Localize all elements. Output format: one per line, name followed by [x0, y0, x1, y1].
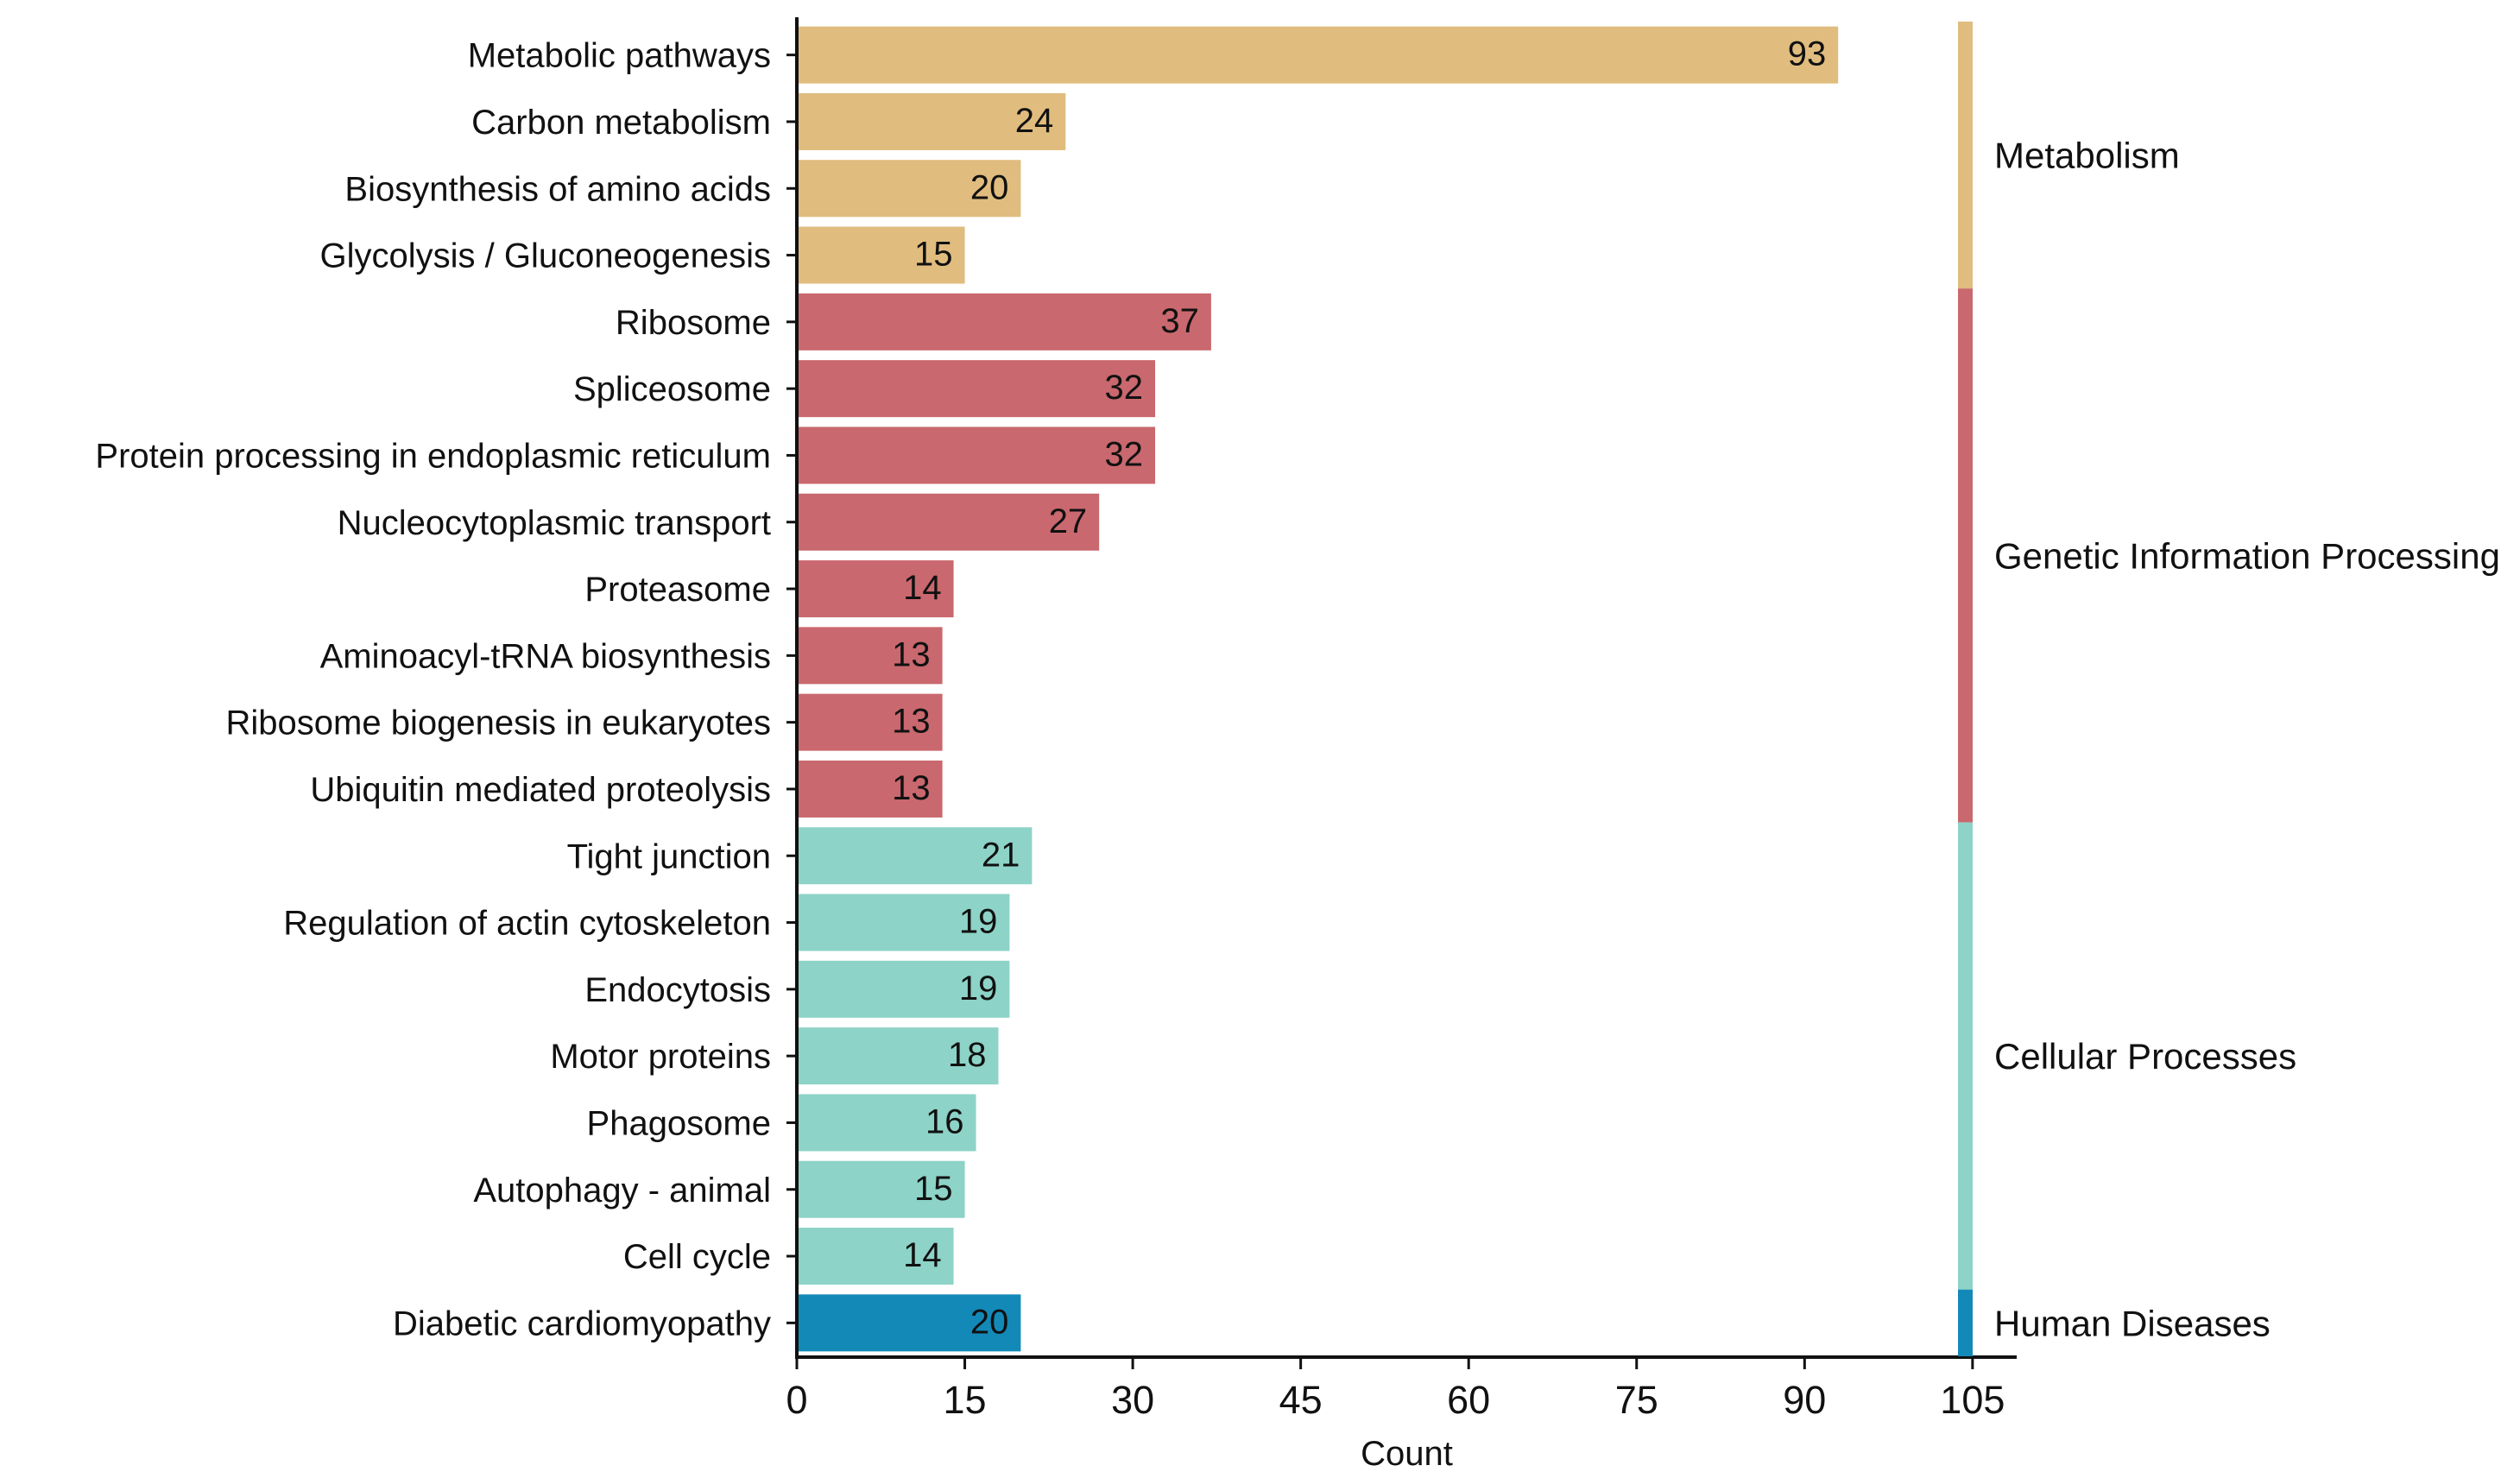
value-label-motor-proteins: 18 — [948, 1036, 987, 1074]
value-label-nucleocytoplasmic-transport: 27 — [1049, 502, 1088, 540]
bar-carbon-metabolism — [797, 92, 1066, 150]
category-label-protein-processing-in-endoplasmic-reticulum: Protein processing in endoplasmic reticu… — [95, 437, 771, 475]
x-tick-label-45: 45 — [1279, 1378, 1323, 1422]
bars-layer — [797, 26, 1839, 1352]
x-tick-label-90: 90 — [1783, 1378, 1826, 1422]
value-label-regulation-of-actin-cytoskeleton: 19 — [959, 903, 998, 941]
bar-motor-proteins — [797, 1027, 999, 1085]
bar-spliceosome — [797, 360, 1156, 418]
category-label-cell-cycle: Cell cycle — [623, 1238, 771, 1276]
value-label-autophagy-animal: 15 — [914, 1170, 953, 1208]
x-axis-title: Count — [1361, 1435, 1453, 1473]
category-label-motor-proteins: Motor proteins — [550, 1038, 771, 1076]
x-tick-label-15: 15 — [944, 1378, 987, 1422]
group-strip-cellular-processes — [1958, 822, 1973, 1290]
category-label-ubiquitin-mediated-proteolysis: Ubiquitin mediated proteolysis — [310, 771, 771, 809]
category-label-endocytosis: Endocytosis — [584, 971, 771, 1009]
bar-phagosome — [797, 1094, 976, 1152]
category-label-glycolysis-gluconeogenesis: Glycolysis / Gluconeogenesis — [320, 237, 771, 275]
bar-nucleocytoplasmic-transport — [797, 493, 1100, 551]
bar-diabetic-cardiomyopathy — [797, 1294, 1021, 1352]
category-label-aminoacyl-trna-biosynthesis: Aminoacyl-tRNA biosynthesis — [320, 637, 771, 675]
category-label-diabetic-cardiomyopathy: Diabetic cardiomyopathy — [393, 1304, 771, 1342]
category-label-nucleocytoplasmic-transport: Nucleocytoplasmic transport — [338, 504, 771, 542]
axes — [795, 17, 2017, 1359]
group-strip-metabolism — [1958, 22, 1973, 289]
value-label-phagosome: 16 — [925, 1102, 964, 1140]
bar-biosynthesis-of-amino-acids — [797, 160, 1021, 218]
value-label-cell-cycle: 14 — [903, 1236, 942, 1274]
group-strip-genetic-information-processing — [1958, 288, 1973, 823]
x-tick-label-60: 60 — [1447, 1378, 1490, 1422]
value-label-biosynthesis-of-amino-acids: 20 — [970, 168, 1009, 206]
bar-tight-junction — [797, 827, 1033, 885]
category-label-regulation-of-actin-cytoskeleton: Regulation of actin cytoskeleton — [283, 905, 771, 943]
value-label-proteasome: 14 — [903, 569, 942, 607]
bar-autophagy-animal — [797, 1160, 965, 1218]
category-label-proteasome: Proteasome — [584, 571, 771, 609]
bar-ubiquitin-mediated-proteolysis — [797, 760, 943, 818]
value-label-ubiquitin-mediated-proteolysis: 13 — [892, 769, 931, 807]
group-label-cellular-processes: Cellular Processes — [1994, 1036, 2296, 1077]
bar-glycolysis-gluconeogenesis — [797, 226, 965, 284]
category-label-autophagy-animal: Autophagy - animal — [473, 1172, 771, 1210]
bar-regulation-of-actin-cytoskeleton — [797, 894, 1010, 951]
category-labels: Metabolic pathways Carbon metabolism Biosy… — [95, 37, 797, 1342]
category-label-phagosome: Phagosome — [587, 1104, 771, 1142]
x-axis-ticks: 0 15 30 45 60 75 90 105 — [786, 1357, 2005, 1422]
category-label-metabolic-pathways: Metabolic pathways — [468, 37, 771, 75]
bar-protein-processing-in-endoplasmic-reticulum — [797, 426, 1156, 484]
x-tick-label-0: 0 — [786, 1378, 807, 1422]
value-label-diabetic-cardiomyopathy: 20 — [970, 1303, 1009, 1341]
value-label-spliceosome: 32 — [1105, 369, 1144, 407]
category-label-carbon-metabolism: Carbon metabolism — [471, 104, 771, 142]
category-label-ribosome-biogenesis-in-eukaryotes: Ribosome biogenesis in eukaryotes — [226, 704, 771, 742]
x-tick-label-75: 75 — [1615, 1378, 1658, 1422]
category-label-ribosome: Ribosome — [616, 304, 771, 342]
value-label-protein-processing-in-endoplasmic-reticulum: 32 — [1105, 435, 1144, 473]
value-label-ribosome: 37 — [1160, 302, 1199, 340]
value-label-ribosome-biogenesis-in-eukaryotes: 13 — [892, 703, 931, 741]
group-strip-human-diseases — [1958, 1289, 1973, 1356]
value-label-endocytosis: 19 — [959, 970, 998, 1007]
bar-cell-cycle — [797, 1228, 954, 1285]
value-label-tight-junction: 21 — [982, 836, 1020, 874]
group-label-genetic-information-processing: Genetic Information Processing — [1994, 535, 2500, 576]
value-label-metabolic-pathways: 93 — [1788, 35, 1827, 73]
category-label-tight-junction: Tight junction — [567, 837, 771, 875]
value-label-glycolysis-gluconeogenesis: 15 — [914, 236, 953, 274]
category-label-spliceosome: Spliceosome — [573, 370, 771, 408]
bar-aminoacyl-trna-biosynthesis — [797, 627, 943, 685]
group-label-human-diseases: Human Diseases — [1994, 1303, 2271, 1343]
bar-proteasome — [797, 560, 954, 618]
x-tick-label-105: 105 — [1940, 1378, 2005, 1422]
value-label-aminoacyl-trna-biosynthesis: 13 — [892, 635, 931, 673]
category-group-annotations: Metabolism Genetic Information Processing… — [1958, 22, 2500, 1356]
x-tick-label-30: 30 — [1111, 1378, 1154, 1422]
group-label-metabolism: Metabolism — [1994, 136, 2180, 176]
category-label-biosynthesis-of-amino-acids: Biosynthesis of amino acids — [344, 170, 771, 208]
bar-endocytosis — [797, 960, 1010, 1018]
bar-ribosome — [797, 293, 1211, 351]
bar-ribosome-biogenesis-in-eukaryotes — [797, 693, 943, 751]
bar-metabolic-pathways — [797, 26, 1839, 84]
value-label-carbon-metabolism: 24 — [1015, 102, 1054, 140]
